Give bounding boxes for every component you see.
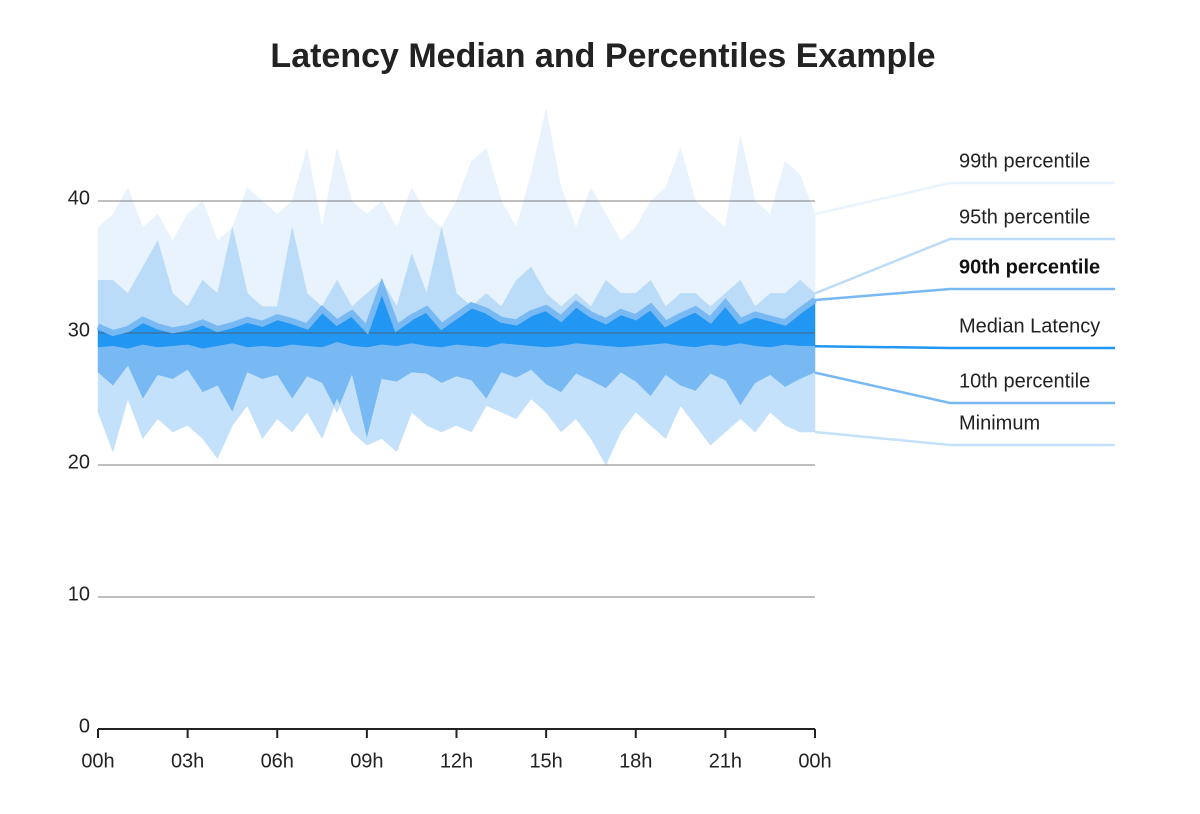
x-tick-label: 03h (171, 750, 204, 772)
legend-label: 99th percentile (959, 150, 1090, 172)
legend-label: 90th percentile (959, 256, 1100, 278)
y-tick-label: 10 (68, 583, 90, 605)
legend-label: Minimum (959, 412, 1040, 434)
median-line (96, 277, 817, 337)
y-tick-label: 0 (79, 715, 90, 737)
x-tick-label: 12h (440, 750, 473, 772)
leader-line (814, 344, 1115, 350)
leader-line (814, 237, 1115, 295)
x-tick-label: 09h (350, 750, 383, 772)
y-tick-label: 20 (68, 451, 90, 473)
x-tick-label: 18h (619, 750, 652, 772)
x-tick-label: 21h (709, 750, 742, 772)
chart-title: Latency Median and Percentiles Example (270, 37, 935, 75)
band-area (97, 108, 816, 308)
x-tick-label: 06h (261, 750, 294, 772)
leader-line (814, 181, 1115, 216)
legend-label: Median Latency (959, 315, 1100, 337)
leader-line (814, 371, 1115, 405)
x-tick-label: 00h (81, 750, 114, 772)
leader-line (814, 430, 1115, 447)
legend-label: 10th percentile (959, 370, 1090, 392)
leader-line (814, 287, 1115, 302)
x-tick-label: 15h (529, 750, 562, 772)
x-tick-label: 00h (798, 750, 831, 772)
y-tick-label: 30 (68, 319, 90, 341)
legend-label: 95th percentile (959, 206, 1090, 228)
y-tick-label: 40 (68, 187, 90, 209)
